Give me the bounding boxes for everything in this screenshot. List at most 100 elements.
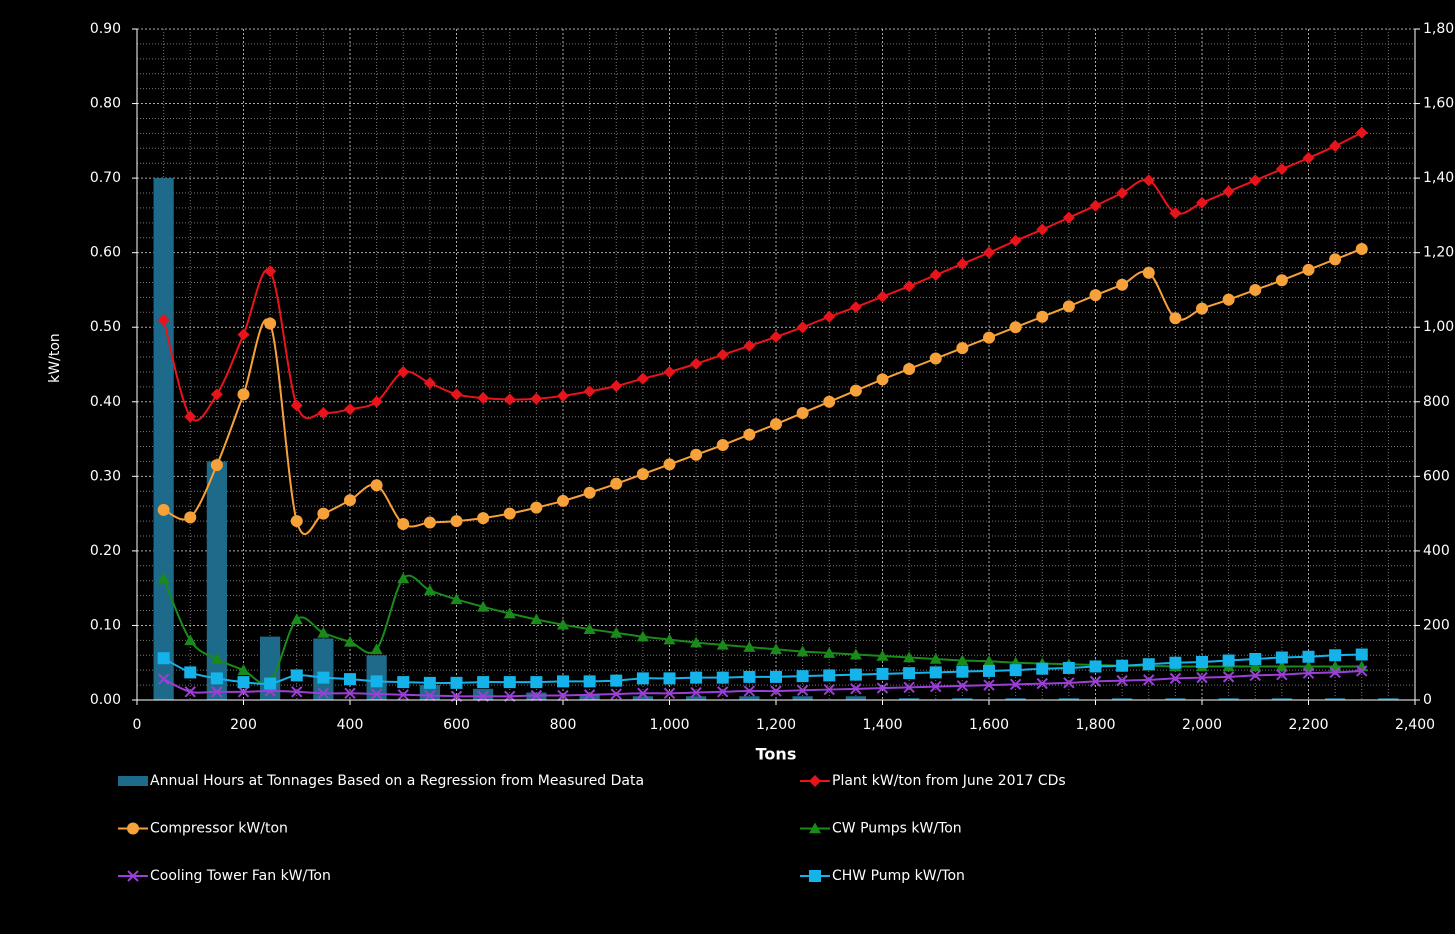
marker	[184, 686, 196, 698]
marker	[583, 689, 596, 701]
marker	[397, 518, 410, 531]
marker	[583, 675, 596, 688]
marker	[876, 682, 889, 694]
marker	[1302, 660, 1315, 672]
marker	[1302, 667, 1315, 679]
line	[163, 669, 1362, 698]
marker	[583, 623, 596, 634]
y2-tick-label: 1,800	[1423, 21, 1455, 37]
marker	[530, 501, 543, 514]
marker	[610, 688, 622, 700]
marker	[1249, 669, 1261, 682]
marker	[423, 516, 436, 529]
marker	[796, 406, 809, 419]
marker	[210, 459, 223, 472]
marker	[1355, 126, 1368, 139]
legend-marker	[127, 822, 139, 835]
marker	[1249, 283, 1262, 296]
x-axis-title: Tons	[756, 745, 797, 764]
y2-tick-label: 1,600	[1423, 96, 1455, 112]
bar	[952, 698, 973, 700]
bar	[792, 696, 813, 700]
marker	[956, 654, 969, 666]
x-tick-label: 1,600	[969, 717, 1009, 733]
marker	[557, 689, 569, 702]
legend-marker	[809, 775, 821, 787]
marker	[583, 385, 596, 398]
x-tick-label: 200	[230, 717, 257, 733]
marker	[477, 512, 490, 525]
marker	[157, 503, 170, 516]
marker	[1249, 652, 1262, 665]
marker	[317, 406, 330, 419]
marker	[503, 607, 516, 619]
marker	[743, 641, 756, 652]
marker	[929, 352, 942, 365]
marker	[1355, 242, 1368, 255]
marker	[370, 675, 383, 688]
marker	[796, 684, 809, 697]
marker	[184, 511, 197, 524]
marker	[636, 372, 649, 385]
marker	[157, 673, 170, 685]
x-tick-label: 2,200	[1288, 717, 1328, 733]
bar	[899, 698, 920, 700]
marker	[1302, 263, 1315, 276]
legend-label: Plant kW/ton from June 2017 CDs	[832, 773, 1066, 789]
y2-tick-label: 200	[1423, 617, 1450, 633]
marker	[557, 675, 569, 688]
y2-tick-label: 1,000	[1423, 319, 1455, 335]
marker	[903, 362, 916, 375]
marker	[1222, 654, 1235, 667]
y-tick-label: 0.70	[90, 170, 121, 186]
y-tick-label: 0.10	[90, 617, 121, 633]
marker	[716, 638, 729, 650]
y2-tick-label: 0	[1423, 692, 1432, 708]
marker	[1116, 278, 1129, 291]
y-axis-title: kW/ton	[47, 333, 63, 383]
marker	[184, 666, 197, 679]
marker	[1275, 660, 1288, 672]
marker	[237, 328, 250, 341]
bar	[1325, 698, 1346, 700]
legend-label: Cooling Tower Fan kW/Ton	[150, 868, 331, 884]
legend-label: CHW Pump kW/Ton	[832, 868, 965, 884]
marker	[610, 626, 623, 638]
marker	[1009, 234, 1022, 247]
marker	[397, 572, 410, 584]
marker	[477, 392, 490, 405]
marker	[423, 676, 436, 689]
bar	[686, 696, 707, 700]
legend-swatch	[118, 776, 148, 786]
marker	[823, 310, 836, 323]
marker	[849, 668, 862, 681]
marker	[1062, 661, 1075, 674]
marker	[423, 377, 436, 390]
axes: 0 200 400 600 800 1,000 1,200 1,400 1,600 1,800 2,…	[90, 21, 1455, 733]
marker	[1329, 649, 1342, 662]
marker	[823, 395, 836, 408]
marker	[716, 439, 729, 452]
marker	[1116, 659, 1129, 672]
marker	[1222, 293, 1235, 306]
marker	[1329, 140, 1342, 153]
y2-tick-label: 1,200	[1423, 245, 1455, 261]
marker	[157, 313, 170, 326]
marker	[530, 392, 543, 405]
marker	[344, 687, 356, 699]
marker	[1143, 674, 1155, 686]
marker	[849, 301, 862, 314]
marker	[1089, 289, 1102, 302]
bar	[1165, 698, 1186, 700]
x-tick-label: 400	[337, 717, 364, 733]
x-tick-label: 1,800	[1075, 717, 1115, 733]
marker	[344, 673, 356, 686]
marker	[237, 676, 250, 689]
marker	[690, 636, 703, 648]
marker	[663, 672, 676, 685]
marker	[876, 650, 889, 661]
marker	[956, 342, 969, 355]
marker	[157, 652, 170, 665]
x-tick-label: 800	[550, 717, 577, 733]
marker	[930, 680, 942, 693]
